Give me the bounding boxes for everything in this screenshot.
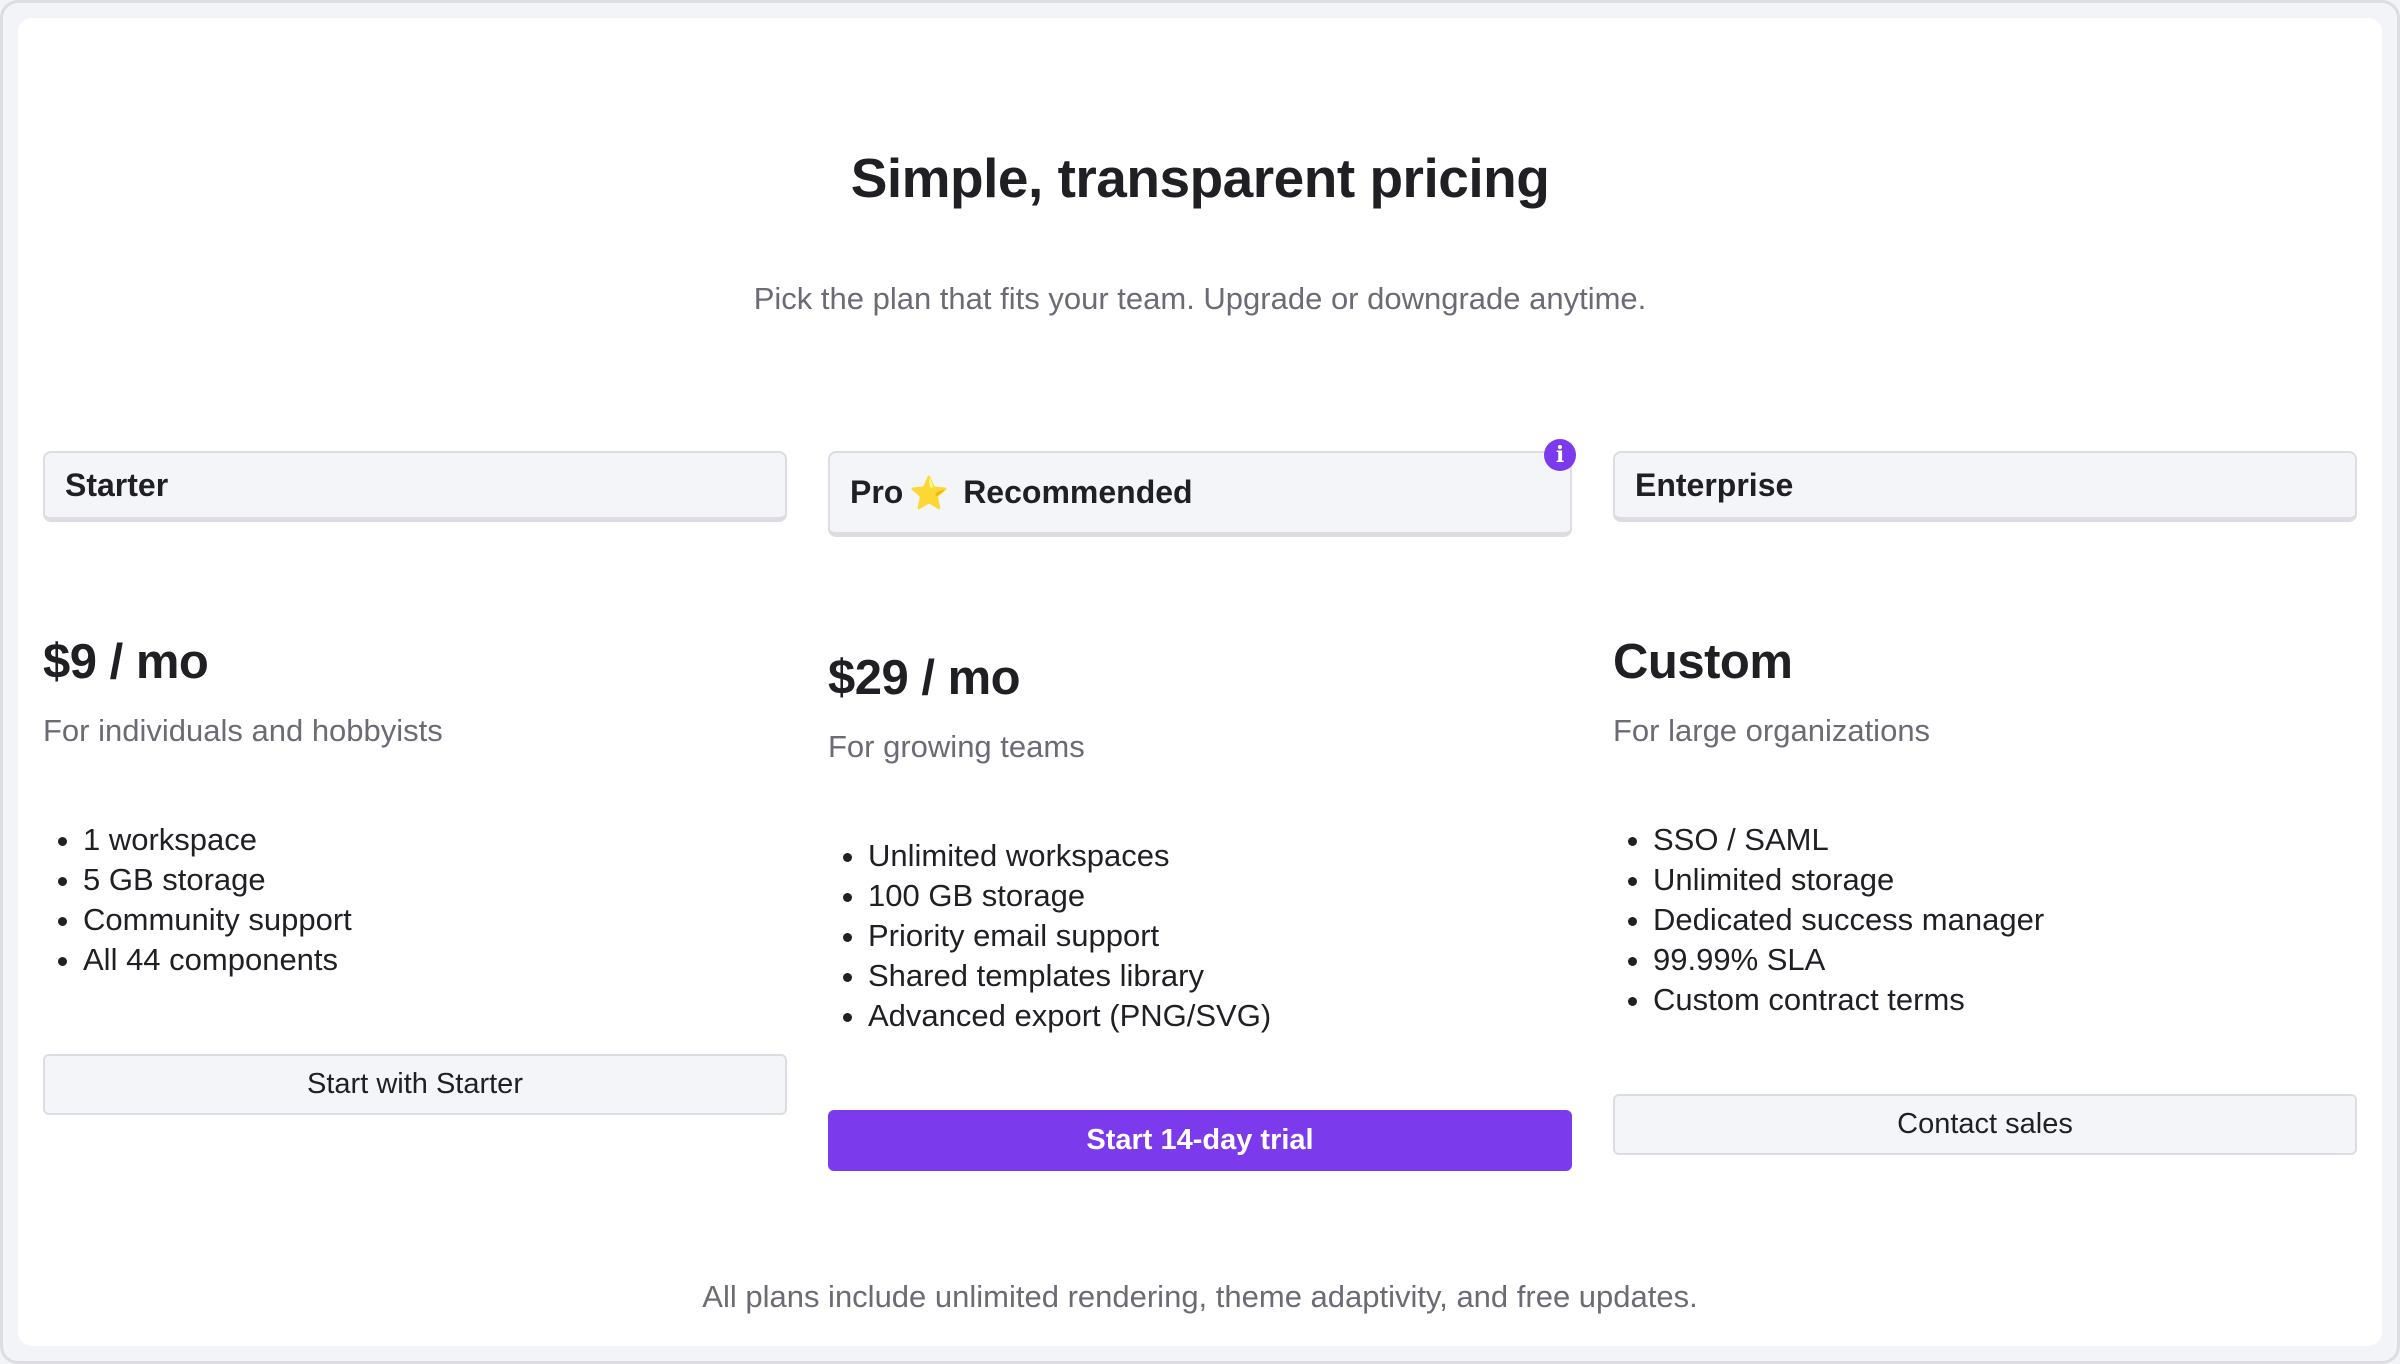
feature-item: 99.99% SLA — [1653, 940, 2044, 980]
feature-item: Unlimited workspaces — [868, 836, 1271, 876]
contact-sales-button[interactable]: Contact sales — [1613, 1094, 2357, 1155]
feature-item: All 44 components — [83, 940, 352, 980]
plan-tab-pro[interactable]: Pro ⭐ Recommended i — [828, 439, 1576, 537]
page-subtitle: Pick the plan that fits your team. Upgra… — [753, 281, 1647, 316]
plan-enterprise: Enterprise Custom For large organization… — [1613, 451, 2357, 1155]
feature-item: 100 GB storage — [868, 876, 1271, 916]
plan-price: $9 / mo — [43, 635, 209, 689]
feature-item: Dedicated success manager — [1653, 900, 2044, 940]
info-icon[interactable]: i — [1544, 439, 1576, 471]
recommended-tag: Recommended — [963, 474, 1193, 510]
plan-description: For growing teams — [828, 729, 1085, 764]
feature-item: Custom contract terms — [1653, 980, 2044, 1020]
plan-name: Starter — [65, 466, 169, 503]
star-icon: ⭐ — [909, 474, 950, 511]
feature-item: 1 workspace — [83, 820, 352, 860]
plan-name: Pro — [850, 474, 904, 510]
page-title: Simple, transparent pricing — [850, 147, 1550, 209]
plan-description: For large organizations — [1613, 713, 1931, 748]
start-trial-button[interactable]: Start 14-day trial — [828, 1110, 1572, 1171]
plan-tab-enterprise[interactable]: Enterprise — [1613, 451, 2357, 522]
feature-item: Priority email support — [868, 916, 1271, 956]
feature-item: SSO / SAML — [1653, 820, 2044, 860]
plan-price: Custom — [1613, 635, 1793, 689]
feature-item: 5 GB storage — [83, 860, 352, 900]
feature-list: SSO / SAML Unlimited storage Dedicated s… — [1653, 820, 2044, 1020]
feature-list: 1 workspace 5 GB storage Community suppo… — [83, 820, 352, 980]
plan-name: Enterprise — [1635, 466, 1794, 503]
plan-tab-starter[interactable]: Starter — [43, 451, 787, 522]
plan-pro: Pro ⭐ Recommended i $29 / mo For growing… — [828, 439, 1576, 1171]
plan-price: $29 / mo — [828, 651, 1021, 705]
feature-item: Unlimited storage — [1653, 860, 2044, 900]
feature-item: Shared templates library — [868, 956, 1271, 996]
feature-item: Advanced export (PNG/SVG) — [868, 996, 1271, 1036]
start-starter-button[interactable]: Start with Starter — [43, 1054, 787, 1115]
footer-note: All plans include unlimited rendering, t… — [702, 1279, 1698, 1314]
feature-item: Community support — [83, 900, 352, 940]
feature-list: Unlimited workspaces 100 GB storage Prio… — [868, 836, 1271, 1036]
plan-starter: Starter $9 / mo For individuals and hobb… — [43, 451, 787, 1115]
plan-description: For individuals and hobbyists — [43, 713, 443, 748]
